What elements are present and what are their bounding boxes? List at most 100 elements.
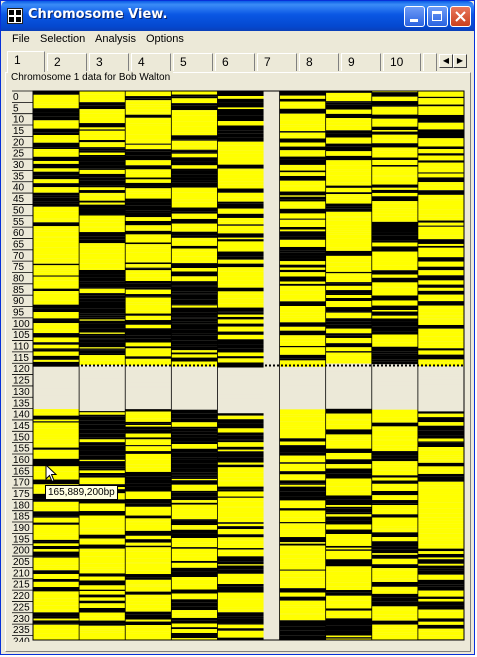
chromosome-heatmap[interactable]: 0510152025303540455055606570758085909510… bbox=[11, 87, 466, 642]
title-bar[interactable]: Chromosome View. bbox=[1, 1, 474, 31]
band-segment bbox=[325, 169, 372, 172]
menu-selection[interactable]: Selection bbox=[40, 33, 86, 45]
band-segment bbox=[33, 132, 80, 135]
band-segment bbox=[33, 201, 80, 204]
band-segment bbox=[417, 354, 464, 360]
band-segment bbox=[279, 573, 326, 578]
band-segment bbox=[33, 359, 80, 362]
band-segment bbox=[33, 128, 80, 133]
band-segment bbox=[417, 284, 464, 288]
band-segment bbox=[125, 464, 172, 468]
tab-6[interactable]: 6 bbox=[215, 53, 255, 71]
band-segment bbox=[417, 194, 464, 198]
band-segment bbox=[371, 150, 418, 153]
band-segment bbox=[171, 431, 218, 435]
band-segment bbox=[279, 371, 326, 376]
band-segment bbox=[417, 609, 464, 612]
band-segment bbox=[279, 172, 326, 175]
tab-9[interactable]: 9 bbox=[341, 53, 381, 71]
band-segment bbox=[171, 428, 218, 432]
band-segment bbox=[371, 277, 418, 283]
band-segment bbox=[279, 569, 326, 571]
y-tick-label: 25 bbox=[13, 149, 25, 160]
maximize-button[interactable] bbox=[427, 6, 448, 27]
band-segment bbox=[125, 391, 172, 396]
band-segment bbox=[417, 316, 464, 319]
band-segment bbox=[279, 317, 326, 323]
band-segment bbox=[171, 211, 218, 214]
band-segment bbox=[33, 551, 80, 557]
menu-options[interactable]: Options bbox=[146, 33, 184, 45]
band-segment bbox=[125, 220, 172, 226]
band-segment bbox=[79, 473, 126, 476]
band-segment bbox=[279, 91, 326, 96]
band-segment bbox=[325, 448, 372, 453]
band-segment bbox=[417, 586, 464, 591]
band-segment bbox=[279, 416, 326, 422]
y-tick-label: 15 bbox=[13, 126, 25, 137]
band-segment bbox=[325, 165, 372, 170]
tab-scroll-right-button[interactable]: ▶ bbox=[453, 54, 467, 68]
menu-bar: File Selection Analysis Options bbox=[1, 31, 474, 49]
band-segment bbox=[125, 242, 172, 245]
band-segment bbox=[171, 346, 218, 351]
tab-7[interactable]: 7 bbox=[257, 53, 297, 71]
band-segment bbox=[417, 332, 464, 337]
tab-scroll-left-button[interactable]: ◀ bbox=[439, 54, 453, 68]
band-segment bbox=[417, 513, 464, 518]
band-segment bbox=[217, 137, 264, 142]
menu-analysis[interactable]: Analysis bbox=[95, 33, 136, 45]
band-segment bbox=[33, 366, 80, 369]
band-segment bbox=[125, 130, 172, 135]
band-segment bbox=[171, 199, 218, 203]
band-segment bbox=[279, 610, 326, 614]
band-segment bbox=[125, 237, 172, 243]
band-segment bbox=[171, 406, 218, 410]
tab-4[interactable]: 4 bbox=[131, 53, 171, 71]
band-segment bbox=[33, 304, 80, 309]
tab-11-partial[interactable] bbox=[423, 53, 437, 71]
y-tick-label: 195 bbox=[13, 534, 30, 545]
band-segment bbox=[371, 495, 418, 501]
band-segment bbox=[371, 561, 418, 565]
band-segment bbox=[371, 593, 418, 598]
band-segment bbox=[371, 627, 418, 630]
minimize-button[interactable] bbox=[404, 6, 425, 27]
tab-2[interactable]: 2 bbox=[47, 53, 87, 71]
band-segment bbox=[371, 558, 418, 562]
band-segment bbox=[125, 382, 172, 387]
band-segment bbox=[217, 428, 264, 433]
close-button[interactable] bbox=[450, 6, 471, 27]
band-segment bbox=[33, 412, 80, 416]
band-segment bbox=[217, 396, 264, 399]
band-segment bbox=[125, 360, 172, 366]
band-segment bbox=[371, 464, 418, 467]
band-segment bbox=[325, 486, 372, 492]
band-segment bbox=[171, 197, 218, 200]
tab-1[interactable]: 1 bbox=[7, 51, 45, 72]
tab-8[interactable]: 8 bbox=[299, 53, 339, 71]
band-segment bbox=[125, 439, 172, 442]
tab-10[interactable]: 10 bbox=[383, 53, 421, 71]
band-segment bbox=[171, 434, 218, 438]
band-segment bbox=[33, 197, 80, 202]
band-segment bbox=[171, 115, 218, 120]
y-tick-label: 55 bbox=[13, 217, 25, 228]
band-segment bbox=[125, 296, 172, 298]
band-segment bbox=[371, 590, 418, 594]
band-segment bbox=[217, 636, 264, 638]
band-segment bbox=[33, 288, 80, 292]
band-segment bbox=[125, 401, 172, 407]
band-segment bbox=[417, 362, 464, 367]
band-segment bbox=[325, 118, 372, 120]
menu-file[interactable]: File bbox=[12, 33, 30, 45]
band-segment bbox=[217, 115, 264, 122]
band-segment bbox=[371, 161, 418, 166]
band-segment bbox=[125, 614, 172, 620]
tab-5[interactable]: 5 bbox=[173, 53, 213, 71]
tab-3[interactable]: 3 bbox=[89, 53, 129, 71]
band-segment bbox=[171, 533, 218, 539]
band-segment bbox=[79, 195, 126, 201]
band-segment bbox=[371, 318, 418, 322]
band-segment bbox=[217, 352, 264, 357]
